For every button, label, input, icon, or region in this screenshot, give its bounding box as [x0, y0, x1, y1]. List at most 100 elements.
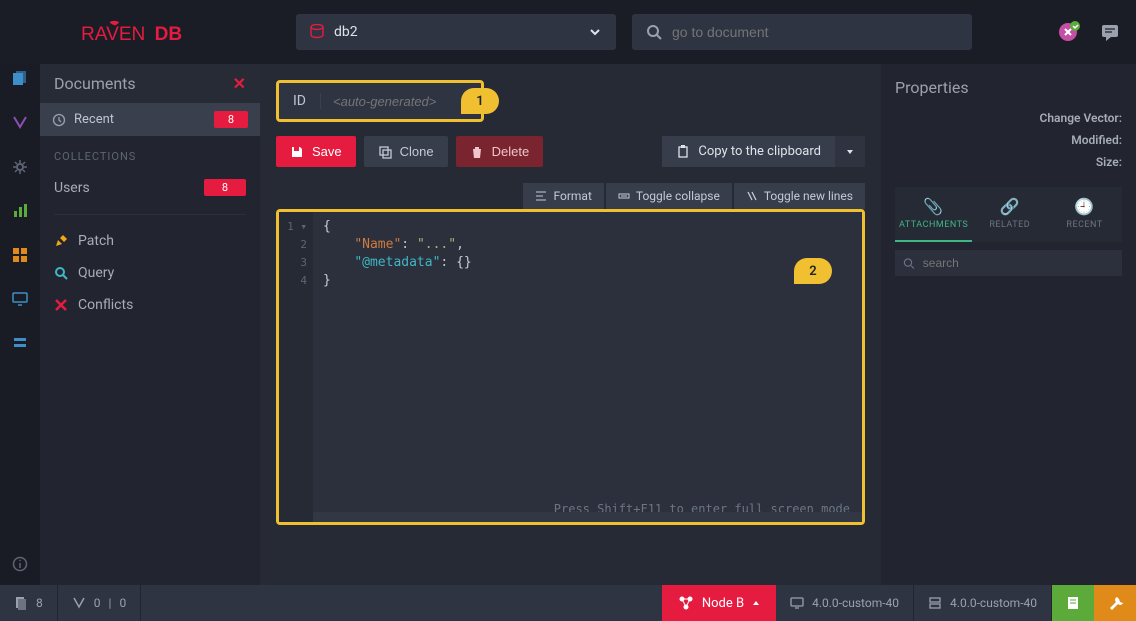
divider	[54, 214, 246, 215]
collection-name: Users	[54, 180, 90, 196]
svg-text:DB: DB	[155, 24, 183, 45]
status-doc-count[interactable]: 8	[0, 585, 58, 621]
clipboard-group: Copy to the clipboard	[662, 136, 865, 167]
sidebar: Documents ✕ Recent 8 COLLECTIONS Users 8…	[40, 64, 260, 585]
tab-recent-label: RECENT	[1066, 220, 1102, 230]
nav-settings-icon[interactable]	[11, 158, 29, 176]
properties-tabs: 📎 ATTACHMENTS 🔗 RELATED 🕘 RECENT	[895, 187, 1122, 242]
nav-monitor-icon[interactable]	[11, 290, 29, 308]
id-row: ID	[279, 83, 481, 119]
nav-tasks-icon[interactable]	[11, 246, 29, 264]
properties-search[interactable]	[895, 250, 1122, 276]
delete-button[interactable]: Delete	[456, 136, 544, 167]
sidebar-patch[interactable]: Patch	[40, 225, 260, 257]
json-value: "..."	[417, 237, 456, 252]
tab-attachments[interactable]: 📎 ATTACHMENTS	[895, 187, 972, 242]
document-search-input[interactable]	[672, 24, 958, 40]
save-button[interactable]: Save	[276, 136, 356, 167]
collections-heading: COLLECTIONS	[40, 136, 260, 171]
close-icon[interactable]: ✕	[233, 74, 246, 93]
status-client-version: 4.0.0-custom-40	[776, 585, 914, 621]
clock-icon: 🕘	[1051, 197, 1118, 216]
status-node[interactable]: Node B	[662, 585, 776, 621]
collection-row[interactable]: Users 8	[40, 171, 260, 204]
document-search[interactable]	[632, 14, 972, 50]
tab-related-label: RELATED	[989, 220, 1030, 230]
sidebar-conflicts[interactable]: Conflicts	[40, 289, 260, 321]
line-number: 4	[279, 272, 307, 290]
id-input[interactable]	[321, 94, 481, 109]
json-key: "@metadata"	[354, 255, 440, 270]
collapse-label: Toggle collapse	[636, 189, 720, 203]
format-tab[interactable]: Format	[523, 183, 603, 209]
recent-label: Recent	[74, 112, 114, 127]
tab-recent[interactable]: 🕘 RECENT	[1047, 187, 1122, 242]
line-number: 3	[279, 254, 307, 272]
sidebar-query[interactable]: Query	[40, 257, 260, 289]
prop-change-vector-label: Change Vector:	[1040, 111, 1122, 125]
notification-badge-icon[interactable]	[1058, 20, 1082, 44]
logo: RAVEN DB	[16, 18, 296, 45]
top-icons	[1058, 20, 1120, 44]
horizontal-scrollbar[interactable]	[313, 512, 862, 522]
id-highlight-box: ID 1	[276, 80, 484, 122]
sidebar-header: Documents ✕	[40, 64, 260, 103]
copy-clipboard-button[interactable]: Copy to the clipboard	[662, 136, 835, 167]
tab-attachments-label: ATTACHMENTS	[899, 220, 968, 230]
nav-indexes-icon[interactable]	[11, 114, 29, 132]
status-index-count[interactable]: 0 | 0	[58, 585, 141, 621]
separator: |	[109, 596, 112, 610]
callout-2: 2	[794, 258, 832, 284]
nav-rail	[0, 64, 40, 585]
clock-icon	[52, 113, 66, 127]
properties-search-input[interactable]	[923, 256, 1114, 270]
toggle-collapse-tab[interactable]: Toggle collapse	[606, 183, 732, 209]
conflicts-label: Conflicts	[78, 297, 133, 313]
sidebar-title: Documents	[54, 74, 136, 93]
status-bar: 8 0 | 0 Node B 4.0.0-custom-40 4.0.0-cus…	[0, 585, 1136, 621]
database-icon	[310, 24, 324, 40]
search-icon	[646, 24, 662, 40]
json-key: "Name"	[354, 237, 401, 252]
tab-related[interactable]: 🔗 RELATED	[972, 187, 1047, 242]
recent-count-badge: 8	[214, 111, 248, 128]
status-tools-button[interactable]	[1094, 585, 1136, 621]
save-label: Save	[312, 144, 342, 159]
feedback-icon[interactable]	[1100, 22, 1120, 42]
id-label: ID	[279, 93, 321, 109]
clone-button[interactable]: Clone	[364, 136, 448, 167]
properties-title: Properties	[895, 78, 1122, 97]
delete-label: Delete	[492, 144, 530, 159]
sidebar-recent[interactable]: Recent 8	[40, 103, 260, 136]
document-editor-panel: ID 1 Save Clone Delete Copy to the cl	[260, 64, 881, 585]
database-selector[interactable]: db2	[296, 14, 616, 50]
prop-modified-label: Modified:	[1071, 133, 1122, 147]
nav-stats-icon[interactable]	[11, 202, 29, 220]
json-value: {}	[456, 255, 472, 270]
clipboard-dropdown[interactable]	[835, 136, 865, 167]
paperclip-icon: 📎	[899, 197, 968, 216]
action-row: Save Clone Delete Copy to the clipboard	[276, 136, 865, 167]
code-area[interactable]: { "Name": "...", "@metadata": {} }	[313, 212, 862, 522]
properties-panel: Properties Change Vector: Modified: Size…	[881, 64, 1136, 585]
patch-label: Patch	[78, 233, 114, 249]
code-editor[interactable]: 1 ▾ 2 3 4 { "Name": "...", "@metadata": …	[279, 212, 862, 522]
filter-a-value: 0	[94, 596, 101, 610]
database-name: db2	[334, 24, 588, 40]
client-version-value: 4.0.0-custom-40	[812, 596, 899, 610]
nav-about-icon[interactable]	[11, 555, 29, 573]
format-label: Format	[553, 189, 591, 203]
status-new-doc-button[interactable]	[1052, 585, 1094, 621]
callout-1: 1	[461, 88, 499, 114]
node-label: Node B	[702, 596, 744, 611]
svg-text:RAVEN: RAVEN	[81, 24, 145, 45]
nav-manage-icon[interactable]	[11, 334, 29, 352]
clone-label: Clone	[400, 144, 434, 159]
editor-highlight-box: 1 ▾ 2 3 4 { "Name": "...", "@metadata": …	[276, 209, 865, 525]
toggle-newlines-tab[interactable]: Toggle new lines	[734, 183, 865, 209]
status-server-version: 4.0.0-custom-40	[914, 585, 1052, 621]
server-version-value: 4.0.0-custom-40	[950, 596, 1037, 610]
nav-documents-icon[interactable]	[11, 70, 29, 88]
filter-b-value: 0	[119, 596, 126, 610]
chevron-down-icon	[588, 25, 602, 39]
